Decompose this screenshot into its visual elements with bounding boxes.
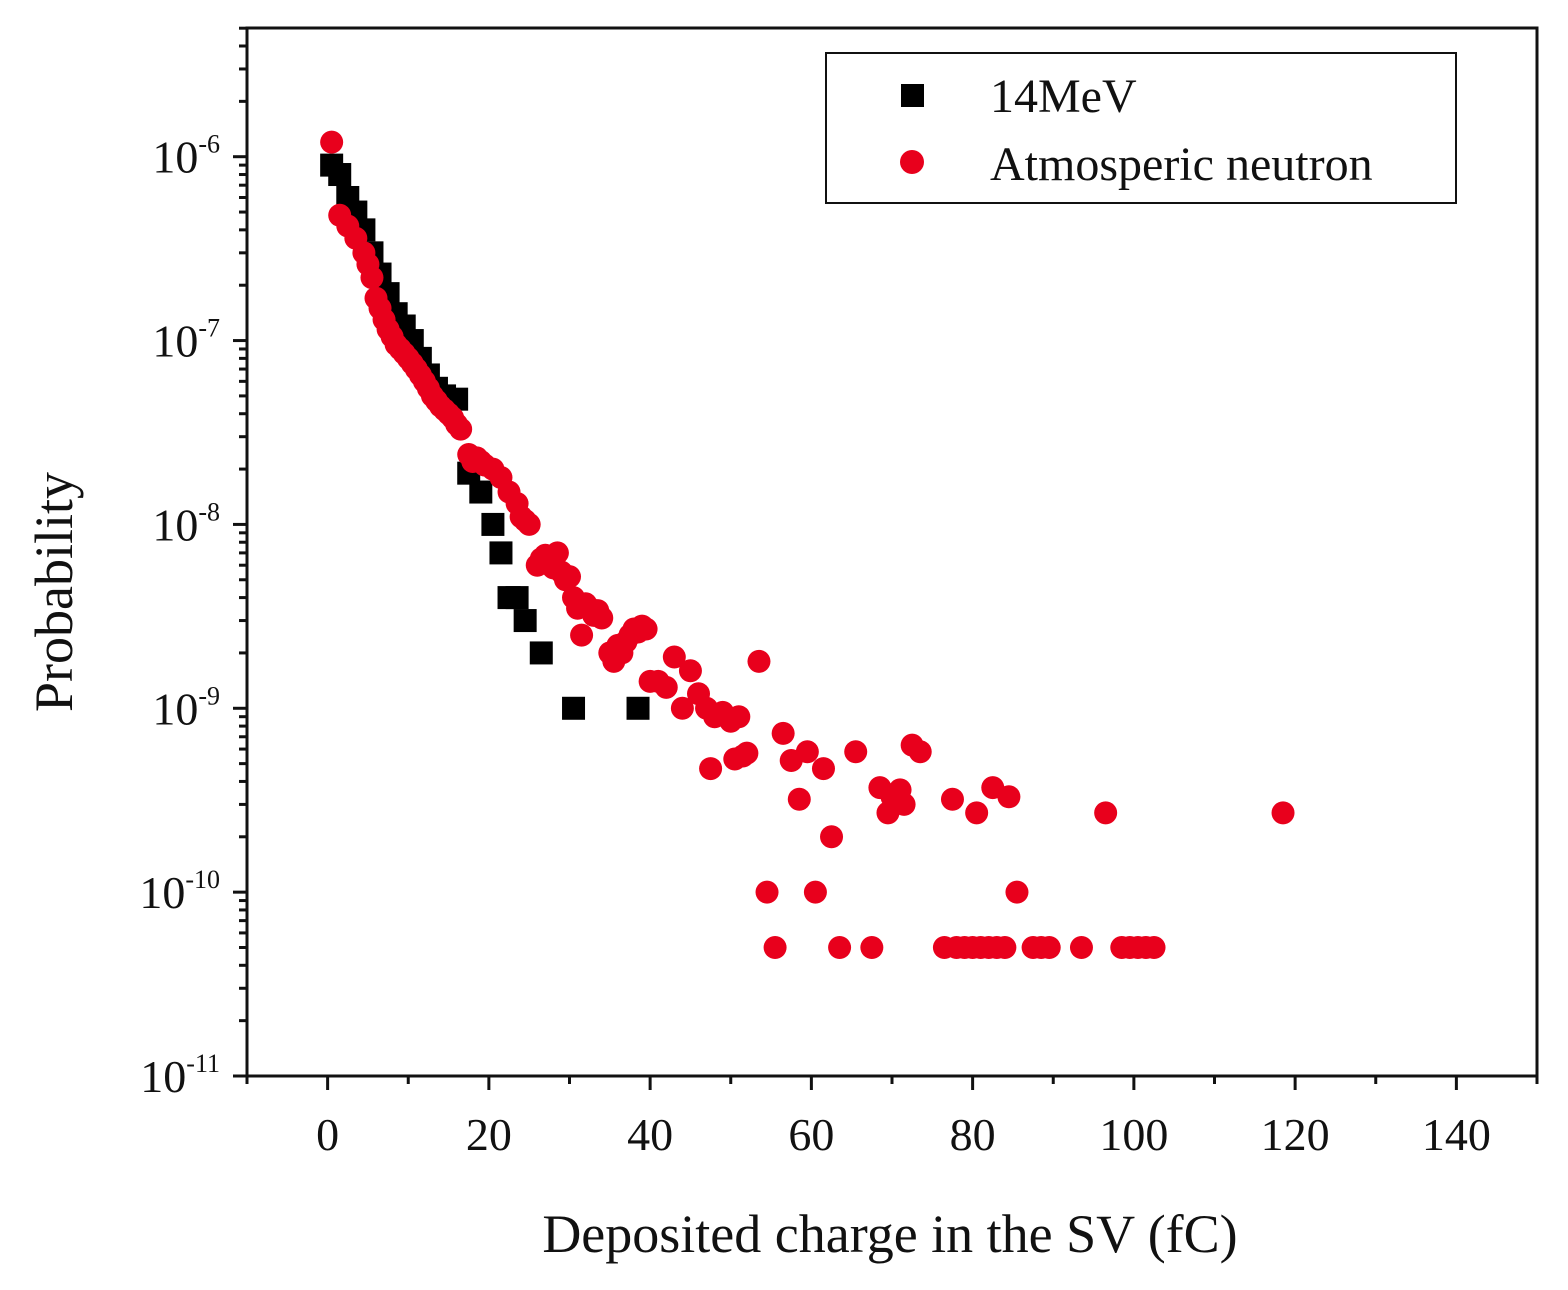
legend-label-atmospheric: Atmosperic neutron [990, 138, 1373, 191]
x-tick-label: 140 [1422, 1109, 1491, 1160]
point-14mev [469, 480, 493, 504]
x-tick-label: 60 [788, 1109, 834, 1160]
point-14mev [513, 609, 537, 633]
point-14mev [481, 512, 505, 536]
point-atmospheric-neutron [1069, 935, 1093, 959]
point-atmospheric-neutron [517, 512, 541, 536]
data-points [320, 130, 1295, 959]
point-atmospheric-neutron [678, 659, 702, 683]
legend-marker-atmospheric [900, 150, 924, 174]
tick-marks [233, 26, 1539, 1090]
x-axis-title: Deposited charge in the SV (fC) [542, 1204, 1237, 1264]
point-atmospheric-neutron [1037, 935, 1061, 959]
point-atmospheric-neutron [570, 623, 594, 647]
point-14mev [529, 641, 553, 665]
x-tick-label: 0 [316, 1109, 339, 1160]
x-tick-label: 80 [950, 1109, 996, 1160]
point-atmospheric-neutron [965, 801, 989, 825]
point-atmospheric-neutron [860, 935, 884, 959]
point-atmospheric-neutron [747, 649, 771, 673]
point-atmospheric-neutron [662, 645, 686, 669]
point-atmospheric-neutron [654, 675, 678, 699]
point-14mev [626, 696, 650, 720]
point-atmospheric-neutron [1005, 880, 1029, 904]
point-atmospheric-neutron [727, 705, 751, 729]
point-atmospheric-neutron [993, 935, 1017, 959]
point-atmospheric-neutron [545, 541, 569, 565]
point-14mev [562, 696, 586, 720]
point-atmospheric-neutron [811, 757, 835, 781]
point-atmospheric-neutron [320, 130, 344, 154]
point-atmospheric-neutron [735, 741, 759, 765]
point-atmospheric-neutron [844, 740, 868, 764]
legend-marker-14mev [901, 84, 924, 107]
point-atmospheric-neutron [590, 606, 614, 630]
y-axis-title: Probability [24, 472, 84, 712]
point-atmospheric-neutron [828, 935, 852, 959]
point-14mev [489, 541, 513, 565]
y-tick-label: 10-7 [152, 314, 220, 367]
point-atmospheric-neutron [449, 417, 473, 441]
y-tick-label: 10-8 [152, 497, 220, 550]
y-tick-label: 10-9 [152, 681, 220, 734]
point-atmospheric-neutron [763, 935, 787, 959]
point-atmospheric-neutron [997, 785, 1021, 809]
point-atmospheric-neutron [803, 880, 827, 904]
point-atmospheric-neutron [558, 565, 581, 589]
point-atmospheric-neutron [634, 617, 658, 641]
point-14mev [328, 163, 352, 187]
x-tick-label: 40 [627, 1109, 673, 1160]
y-tick-labels: 10-6 10-7 10-8 10-9 10-10 10-11 [139, 130, 220, 1102]
point-atmospheric-neutron [820, 825, 844, 849]
point-atmospheric-neutron [670, 696, 694, 720]
point-atmospheric-neutron [755, 880, 779, 904]
legend-label-14mev: 14MeV [990, 70, 1137, 123]
legend-box [825, 52, 1457, 204]
legend: 14MeV Atmosperic neutron [825, 52, 1457, 204]
point-atmospheric-neutron [1094, 801, 1118, 825]
y-tick-label: 10-10 [139, 865, 220, 918]
x-tick-label: 120 [1261, 1109, 1330, 1160]
point-atmospheric-neutron [1271, 801, 1295, 825]
x-tick-label: 100 [1099, 1109, 1168, 1160]
x-tick-label: 20 [466, 1109, 512, 1160]
point-atmospheric-neutron [699, 757, 723, 781]
point-atmospheric-neutron [360, 266, 384, 290]
point-14mev [505, 586, 529, 610]
point-atmospheric-neutron [787, 787, 811, 811]
point-atmospheric-neutron [940, 787, 964, 811]
point-atmospheric-neutron [892, 792, 916, 816]
y-tick-label: 10-6 [152, 130, 220, 183]
y-tick-label: 10-11 [140, 1049, 220, 1102]
point-atmospheric-neutron [908, 740, 932, 764]
x-tick-labels: 0 20 40 60 80 100 120 140 [316, 1109, 1491, 1160]
point-atmospheric-neutron [771, 721, 795, 745]
point-atmospheric-neutron [1142, 935, 1166, 959]
point-atmospheric-neutron [795, 740, 819, 764]
